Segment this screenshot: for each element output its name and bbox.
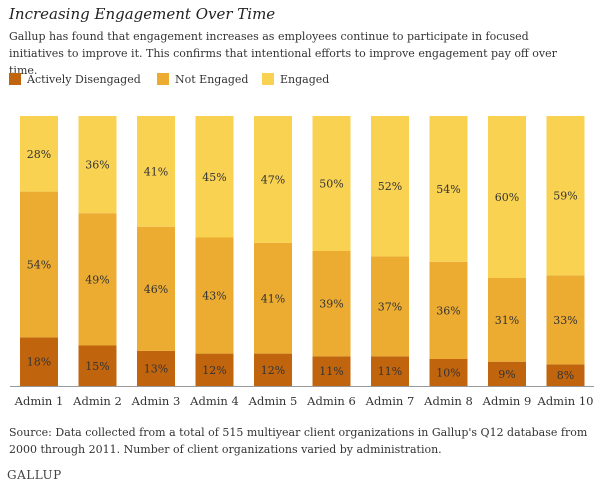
bar-segment (312, 251, 351, 357)
x-tick-label: Admin 5 (248, 394, 298, 408)
legend-item: Actively Disengaged (9, 71, 141, 87)
data-label: 46% (144, 283, 168, 296)
x-tick-label: Admin 1 (14, 394, 64, 408)
data-label: 52% (378, 180, 402, 193)
x-tick-label: Admin 3 (131, 394, 181, 408)
bar-segment (195, 353, 234, 386)
data-label: 9% (498, 368, 515, 381)
bar-segment (429, 261, 468, 359)
data-label: 10% (436, 367, 460, 380)
data-label: 11% (319, 365, 343, 378)
x-tick-label: Admin 9 (482, 394, 532, 408)
bar-segment (312, 356, 351, 386)
chart-legend: Actively Disengaged Not Engaged Engaged (9, 71, 569, 87)
legend-item: Engaged (262, 71, 329, 87)
data-label: 31% (495, 314, 519, 327)
bar-segment (195, 237, 234, 354)
bar-segment (137, 116, 175, 227)
data-label: 33% (553, 314, 577, 327)
x-tick-label: Admin 6 (306, 394, 356, 408)
data-label: 45% (202, 171, 226, 184)
legend-swatch (9, 73, 21, 85)
bar-segment (254, 353, 292, 386)
data-label: 11% (378, 365, 402, 378)
data-label: 43% (202, 290, 226, 303)
data-label: 41% (144, 165, 168, 178)
data-label: 47% (261, 173, 285, 186)
bar-segment (78, 213, 117, 346)
chart-subtitle: Gallup has found that engagement increas… (9, 30, 557, 77)
legend-label: Not Engaged (175, 72, 249, 86)
data-label: 49% (85, 273, 109, 286)
data-label: 37% (378, 300, 402, 313)
bar-segment (195, 116, 234, 238)
data-label: 60% (495, 191, 519, 204)
bar-segment (78, 345, 117, 386)
chart-title: Increasing Engagement Over Time (9, 5, 276, 23)
bar-segment (137, 350, 175, 386)
data-label: 50% (319, 178, 343, 191)
data-label: 41% (261, 292, 285, 305)
bar-segment (488, 116, 526, 278)
legend-label: Actively Disengaged (27, 72, 141, 86)
bar-segment (488, 278, 526, 362)
bar-segment (137, 226, 175, 351)
bar-segment (20, 337, 58, 386)
bar-segment (254, 242, 292, 354)
source-note: Source: Data collected from a total of 5… (9, 426, 588, 456)
x-tick-label: Admin 10 (537, 394, 594, 408)
data-label: 12% (202, 364, 226, 377)
gallup-logo: GALLUP (7, 468, 62, 482)
bar-segment (371, 256, 409, 357)
legend-item: Not Engaged (157, 71, 248, 87)
bar-segment (429, 359, 468, 386)
bar-segment (254, 116, 292, 243)
legend-swatch (262, 73, 274, 85)
x-tick-label: Admin 8 (423, 394, 473, 408)
data-label: 15% (85, 360, 109, 373)
x-tick-label: Admin 7 (365, 394, 415, 408)
data-label: 18% (27, 356, 51, 369)
bar-segment (20, 116, 58, 192)
legend-label: Engaged (280, 72, 330, 86)
bar-segment (78, 116, 117, 214)
bar-segment (488, 361, 526, 386)
data-label: 39% (319, 298, 343, 311)
data-label: 8% (557, 369, 574, 382)
data-label: 54% (436, 183, 460, 196)
data-label: 59% (553, 190, 577, 203)
data-label: 36% (436, 304, 460, 317)
data-label: 28% (27, 148, 51, 161)
data-label: 13% (144, 362, 168, 375)
bar-segment (371, 356, 409, 386)
bar-segment (312, 116, 351, 251)
bar-segment (429, 116, 468, 262)
data-label: 54% (27, 259, 51, 272)
data-label: 12% (261, 364, 285, 377)
x-tick-label: Admin 2 (72, 394, 122, 408)
stacked-bar-chart: 18% 54% 28% Admin 1 15% 49% 36% Admin 2 13% 46% 41… (10, 116, 594, 408)
bar-segment (20, 191, 58, 338)
bar-segment (546, 275, 585, 365)
x-tick-label: Admin 4 (189, 394, 239, 408)
bar-segment (546, 116, 585, 276)
legend-swatch (157, 73, 169, 85)
data-label: 36% (85, 159, 109, 172)
bar-segment (371, 116, 409, 257)
bar-segment (546, 364, 585, 386)
